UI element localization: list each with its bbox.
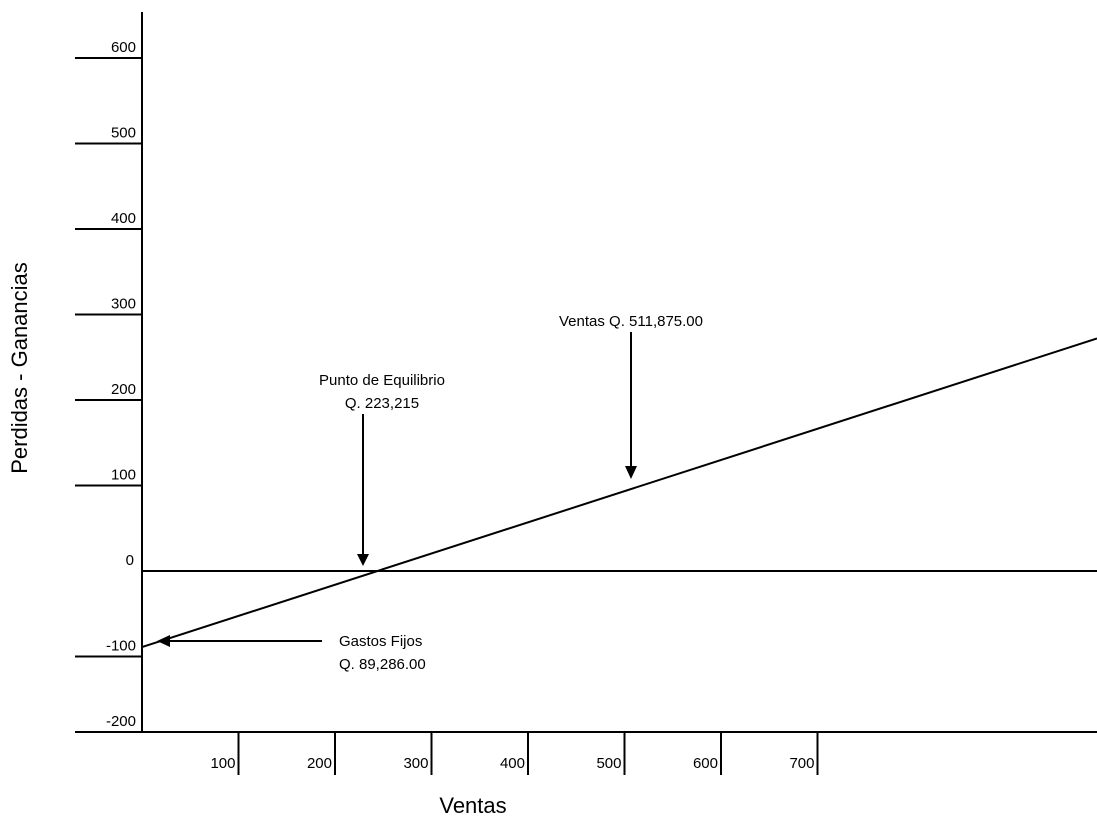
x-tick-label-700: 700: [789, 755, 814, 772]
annotation-ventas-line1: Ventas Q. 511,875.00: [559, 313, 703, 330]
annotation-gastos-arrowhead: [157, 635, 170, 647]
y-tick-label-100: 100: [111, 467, 136, 484]
x-tick-label-100: 100: [210, 755, 235, 772]
annotation-gastos-line1: Gastos Fijos: [339, 633, 422, 650]
x-tick-group: 100 200 300 400 500 600 700: [210, 732, 819, 775]
series-line: [141, 337, 1097, 649]
annotation-ventas-arrowhead: [625, 466, 637, 479]
annotation-gastos-line2: Q. 89,286.00: [339, 656, 426, 673]
annotation-equilibrio-line2: Q. 223,215: [345, 395, 419, 412]
x-axis-title: Ventas: [439, 793, 506, 818]
y-tick-label-300: 300: [111, 296, 136, 313]
y-axis-title: Perdidas - Ganancias: [7, 262, 32, 474]
x-tick-label-500: 500: [596, 755, 621, 772]
y-tick-label-500: 500: [111, 125, 136, 142]
y-tick-label-600: 600: [111, 39, 136, 56]
x-tick-label-600: 600: [693, 755, 718, 772]
y-tick-group: 600 500 400 300 200 100 0 -100 -200: [75, 39, 142, 730]
x-tick-label-200: 200: [307, 755, 332, 772]
y-tick-label--200: -200: [106, 713, 136, 730]
x-tick-label-400: 400: [500, 755, 525, 772]
y-tick-label-200: 200: [111, 381, 136, 398]
y-tick-label--100: -100: [106, 638, 136, 655]
annotation-ventas: Ventas Q. 511,875.00: [559, 313, 703, 479]
y-tick-label-0: 0: [126, 552, 134, 569]
y-tick-label-400: 400: [111, 210, 136, 227]
annotation-equilibrio-arrowhead: [357, 554, 369, 566]
annotation-gastos-fijos: Gastos Fijos Q. 89,286.00: [157, 633, 426, 673]
x-tick-label-300: 300: [403, 755, 428, 772]
annotation-punto-equilibrio: Punto de Equilibrio Q. 223,215: [319, 372, 445, 566]
annotation-equilibrio-line1: Punto de Equilibrio: [319, 372, 445, 389]
